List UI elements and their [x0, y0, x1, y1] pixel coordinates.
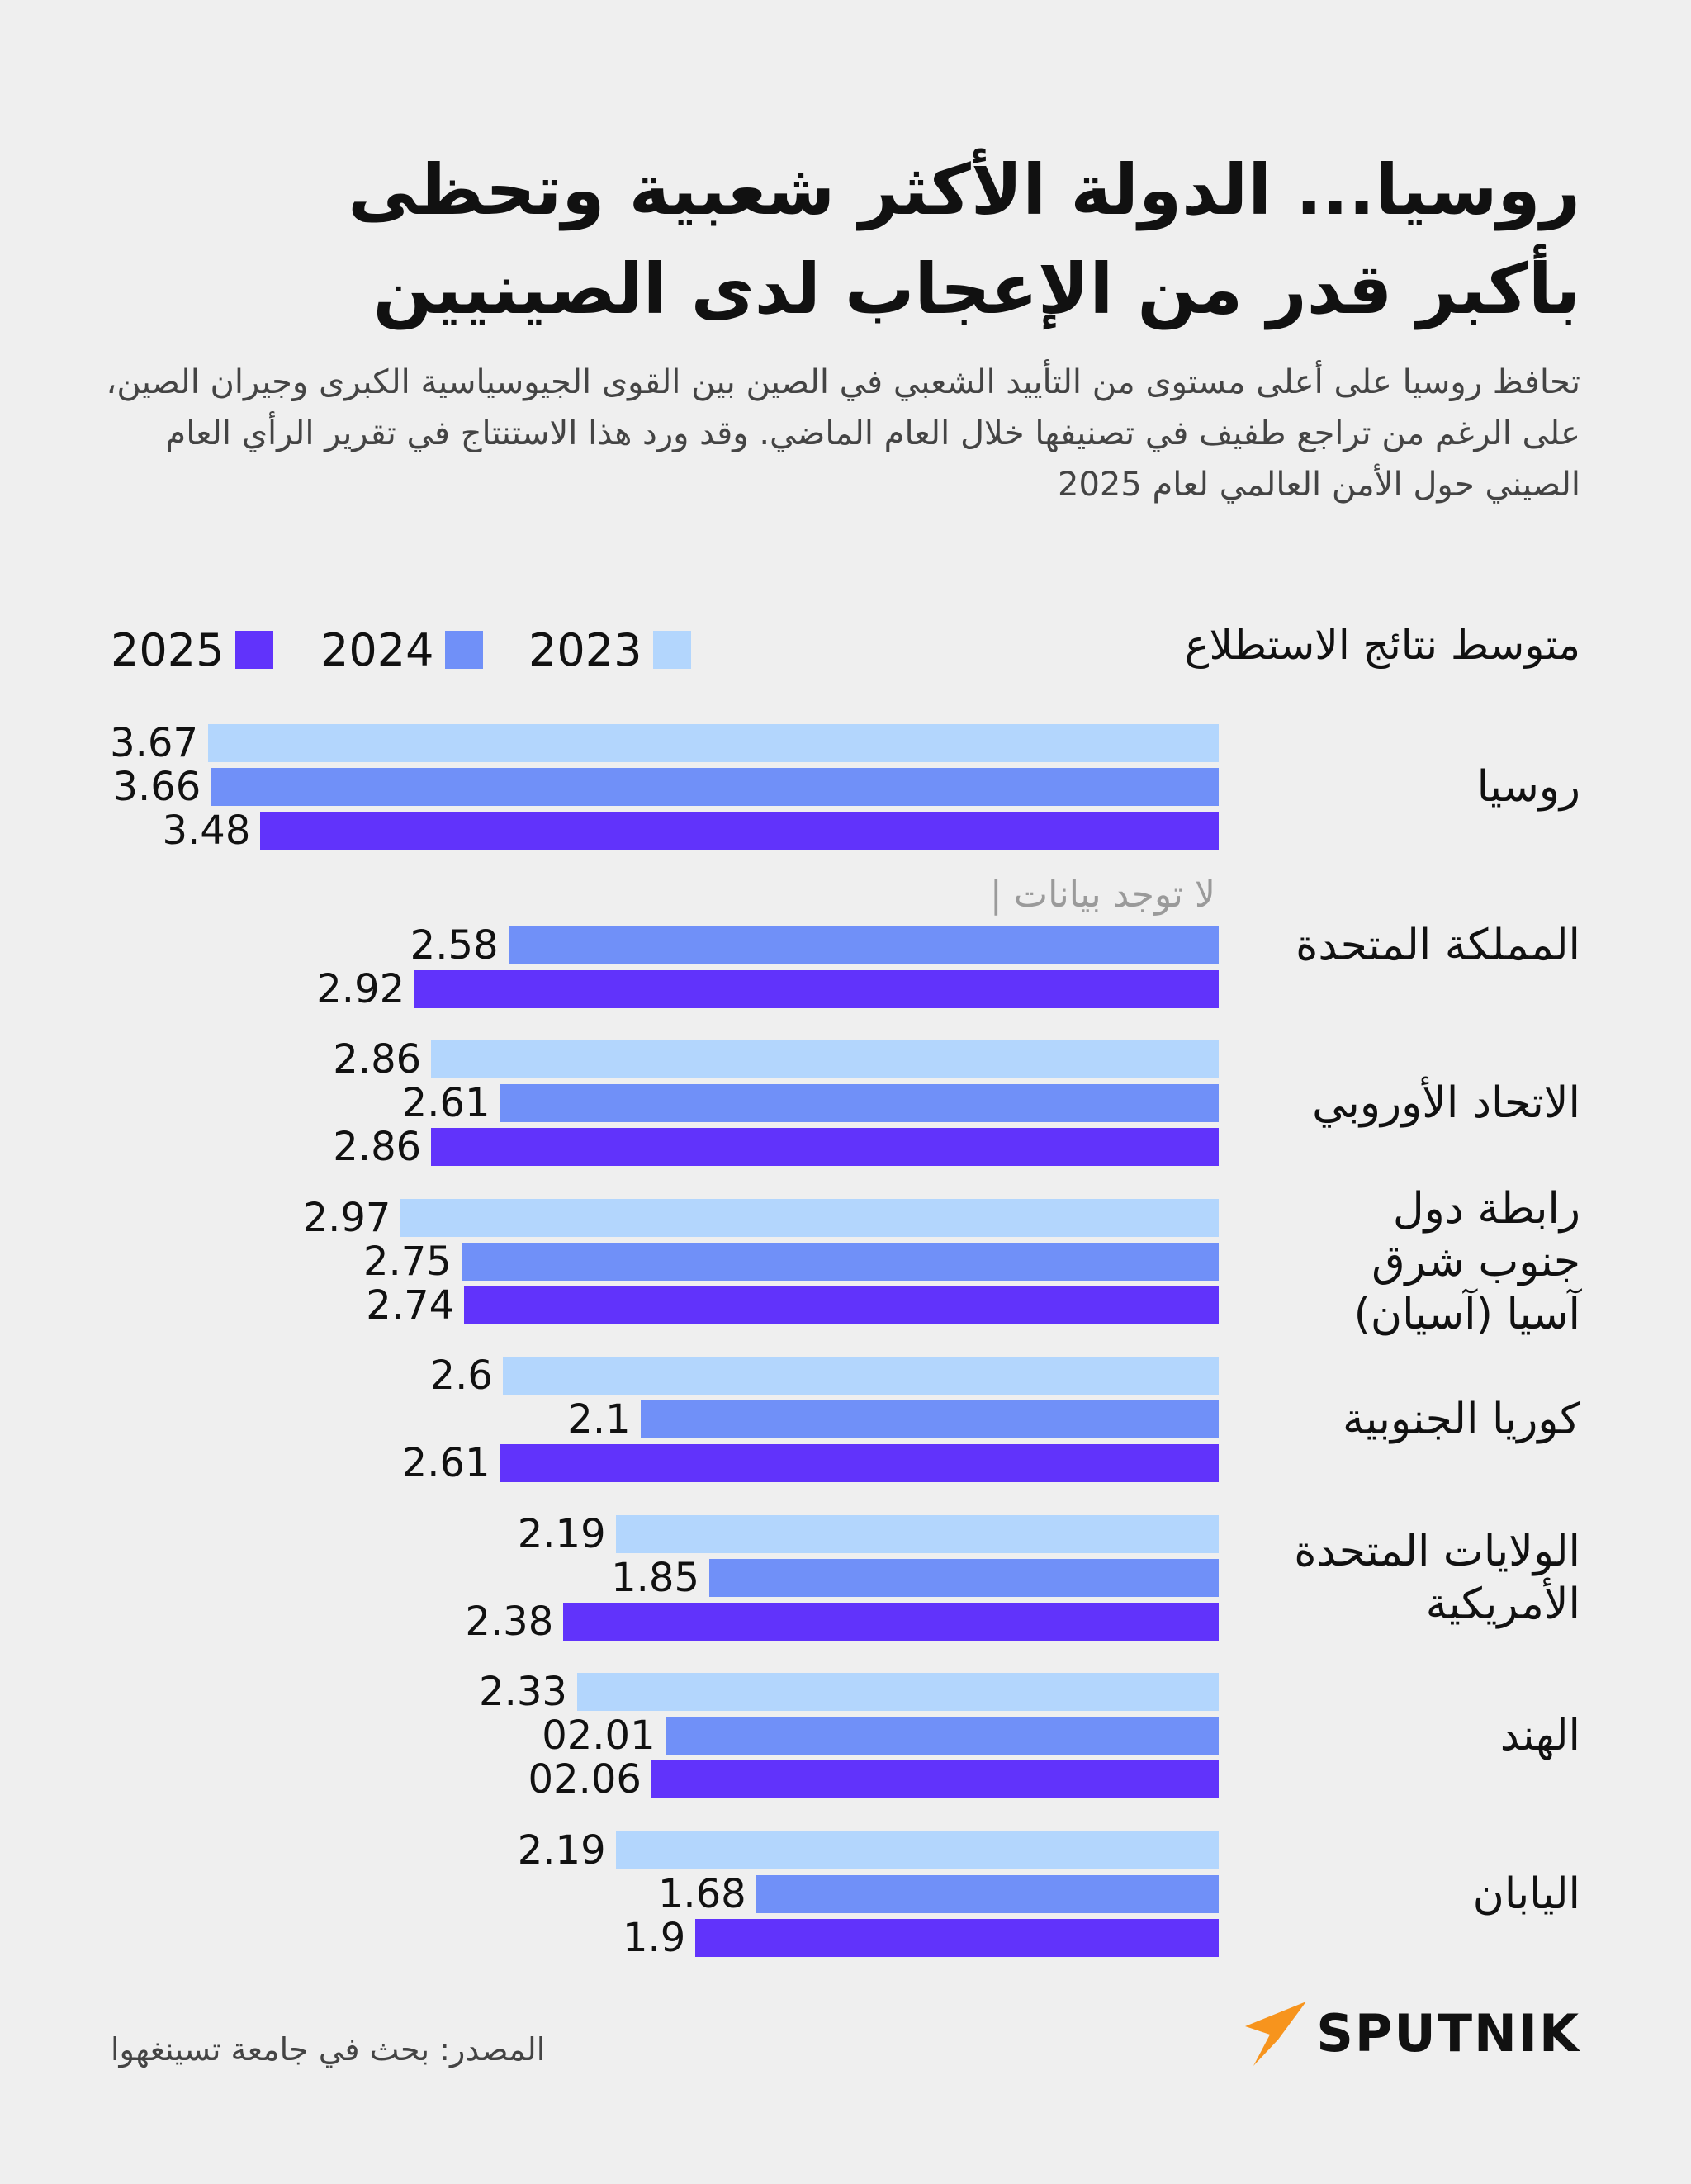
data-label-2023: 3.67: [110, 720, 198, 766]
source-note: المصدر: بحث في جامعة تسينغهوا: [111, 2031, 546, 2068]
sputnik-logo-text: SPUTNIK: [1316, 2002, 1580, 2063]
bar-2024: [500, 1084, 1219, 1122]
data-label-2024: 2.75: [362, 1238, 452, 1285]
bar-2025: [651, 1760, 1219, 1798]
category-label-line: اليابان: [1472, 1869, 1580, 1919]
legend-2024-swatch: [445, 631, 484, 669]
bar-2024: [508, 926, 1219, 964]
bar-2023: [400, 1198, 1219, 1237]
data-label-2024: 1.68: [657, 1870, 746, 1917]
data-label-2025: 02.06: [528, 1756, 642, 1803]
data-label-2025: 2.74: [366, 1282, 455, 1329]
legend-2023-label: 2023: [528, 623, 642, 676]
data-label-2025: 2.61: [401, 1440, 490, 1486]
category-label-line: آسيا (آسيان): [1353, 1289, 1580, 1339]
data-label-2024: 02.01: [542, 1713, 656, 1759]
bar-2023: [208, 724, 1219, 762]
bar-2024: [665, 1717, 1219, 1755]
data-label-2023: 2.97: [302, 1194, 391, 1241]
data-label-2023: 2.6: [429, 1353, 493, 1399]
legend-2025-label: 2025: [111, 623, 225, 676]
title-line-1: روسيا... الدولة الأكثر شعبية وتحظى: [348, 149, 1580, 230]
bar-2023: [576, 1673, 1219, 1711]
page-title: روسيا... الدولة الأكثر شعبية وتحظى بأكبر…: [94, 140, 1580, 339]
legend-2023-swatch: [653, 631, 692, 669]
bar-2024: [211, 768, 1219, 806]
category-label-line: جنوب شرق: [1371, 1236, 1580, 1286]
data-label-2025: 2.38: [465, 1598, 554, 1645]
bar-2025: [464, 1286, 1219, 1324]
category-label-text: كوريا الجنوبية: [1343, 1393, 1580, 1446]
category-label-text: الاتحاد الأوروبي: [1312, 1077, 1580, 1130]
category-label: رابطة دول جنوب شرق آسيا (آسيان): [1234, 1184, 1580, 1339]
sputnik-logo-icon: [1245, 2002, 1307, 2066]
category-label-line: الاتحاد الأوروبي: [1312, 1078, 1580, 1128]
category-label-text: اليابان: [1473, 1868, 1580, 1921]
category-label: اليابان: [1234, 1831, 1580, 1957]
data-label-2025: 1.9: [622, 1914, 686, 1961]
bar-2025: [431, 1128, 1219, 1166]
data-label-2024: 2.1: [567, 1396, 631, 1443]
category-label-text: الهند: [1500, 1709, 1580, 1762]
data-label-2025: 2.86: [333, 1124, 422, 1170]
bar-2025: [414, 969, 1219, 1008]
legend-title: متوسط نتائج الاستطلاع: [1184, 621, 1580, 669]
data-label-2024: 2.58: [410, 921, 499, 969]
subtitle: تحافظ روسيا على أعلى مستوى من التأييد ال…: [106, 363, 1580, 504]
category-label: الهند: [1234, 1673, 1580, 1798]
bar-2025: [500, 1444, 1219, 1482]
data-label-2025: 3.48: [162, 808, 251, 854]
category-label-text: المملكة المتحدة: [1295, 919, 1580, 972]
category-label: الاتحاد الأوروبي: [1234, 1040, 1580, 1166]
category-label-line: كوريا الجنوبية: [1342, 1395, 1580, 1444]
legend-2024: 2024: [320, 621, 484, 679]
data-label-2023: 2.19: [517, 1510, 606, 1557]
bar-2024: [640, 1400, 1219, 1438]
legend-2023: 2023: [528, 621, 692, 679]
category-label-line: الأمريكية: [1425, 1579, 1580, 1629]
data-label-2023: 2.86: [333, 1036, 422, 1083]
data-label-2024: 1.85: [611, 1554, 699, 1601]
category-label-text: الولايات المتحدة الأمريكية: [1294, 1525, 1580, 1631]
bar-2024: [756, 1874, 1219, 1913]
sputnik-logo: SPUTNIK: [1237, 1998, 1580, 2068]
data-label-2023: 2.19: [517, 1826, 606, 1874]
category-label: روسيا: [1234, 724, 1580, 850]
bar-2023: [615, 1831, 1219, 1869]
category-label-line: المملكة المتحدة: [1295, 920, 1580, 970]
bar-2023: [431, 1040, 1219, 1078]
category-label: المملكة المتحدة: [1234, 883, 1580, 1008]
legend-2024-label: 2024: [320, 623, 434, 676]
category-label-line: الولايات المتحدة: [1294, 1526, 1580, 1576]
category-label-line: الهند: [1499, 1711, 1580, 1760]
data-label-2024: 3.66: [112, 764, 201, 810]
category-label-text: رابطة دول جنوب شرق آسيا (آسيان): [1354, 1182, 1580, 1341]
bar-2024: [708, 1558, 1219, 1597]
category-label-text: روسيا: [1477, 760, 1580, 813]
data-label-2025: 2.92: [316, 965, 405, 1012]
category-label: كوريا الجنوبية: [1234, 1357, 1580, 1482]
bar-2024: [461, 1242, 1219, 1281]
legend-2025-swatch: [235, 631, 274, 669]
legend-2025: 2025: [111, 621, 274, 679]
data-label-2023: 2.33: [479, 1669, 567, 1715]
data-label-2024: 2.61: [401, 1080, 490, 1126]
bar-2025: [695, 1918, 1219, 1957]
category-label: الولايات المتحدة الأمريكية: [1234, 1515, 1580, 1641]
title-line-2: بأكبر قدر من الإعجاب لدى الصينيين: [372, 249, 1580, 329]
category-label-line: روسيا: [1476, 762, 1580, 812]
bar-2025: [260, 812, 1219, 850]
bar-2025: [563, 1602, 1219, 1641]
no-data-label: لا توجد بيانات |: [989, 874, 1215, 916]
category-label-line: رابطة دول: [1392, 1183, 1580, 1234]
bar-2023: [502, 1357, 1219, 1395]
bar-2023: [615, 1514, 1219, 1553]
